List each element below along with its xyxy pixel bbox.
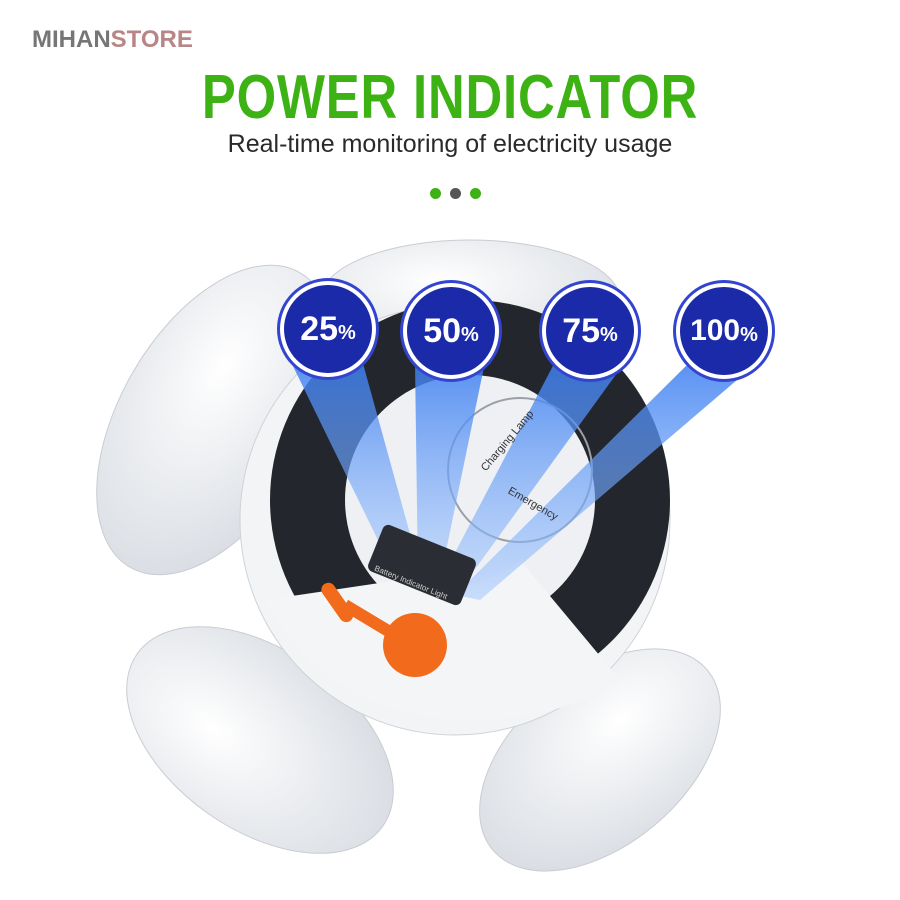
level-value: 25 [300, 309, 339, 348]
level-unit: % [740, 323, 758, 346]
beam [455, 362, 758, 600]
beam [290, 360, 420, 575]
beam [415, 362, 485, 580]
logo-part1: MIHAN [32, 26, 111, 53]
pager-dot [450, 188, 461, 199]
charging-port-plug [383, 613, 447, 677]
level-value: 75 [562, 311, 601, 350]
pager-dot [430, 188, 441, 199]
level-badge-50: 50% [403, 283, 499, 379]
level-unit: % [338, 321, 356, 344]
level-badge-25: 25% [280, 281, 376, 377]
page-title: POWER INDICATOR [201, 63, 699, 132]
level-badge-75: 75% [542, 283, 638, 379]
level-badge-100: 100% [676, 283, 772, 379]
battery-indicator-panel [368, 524, 476, 606]
pager-dots [430, 188, 481, 199]
pager-dot [470, 188, 481, 199]
level-value: 50 [423, 311, 462, 350]
page-subtitle: Real-time monitoring of electricity usag… [227, 130, 673, 158]
logo-part2: STORE [110, 26, 193, 53]
charging-port-cover [321, 582, 354, 623]
store-logo: MIHANSTORE [32, 26, 193, 54]
beam [438, 362, 625, 590]
level-unit: % [600, 323, 618, 346]
level-value: 100 [690, 314, 741, 347]
level-unit: % [461, 323, 479, 346]
